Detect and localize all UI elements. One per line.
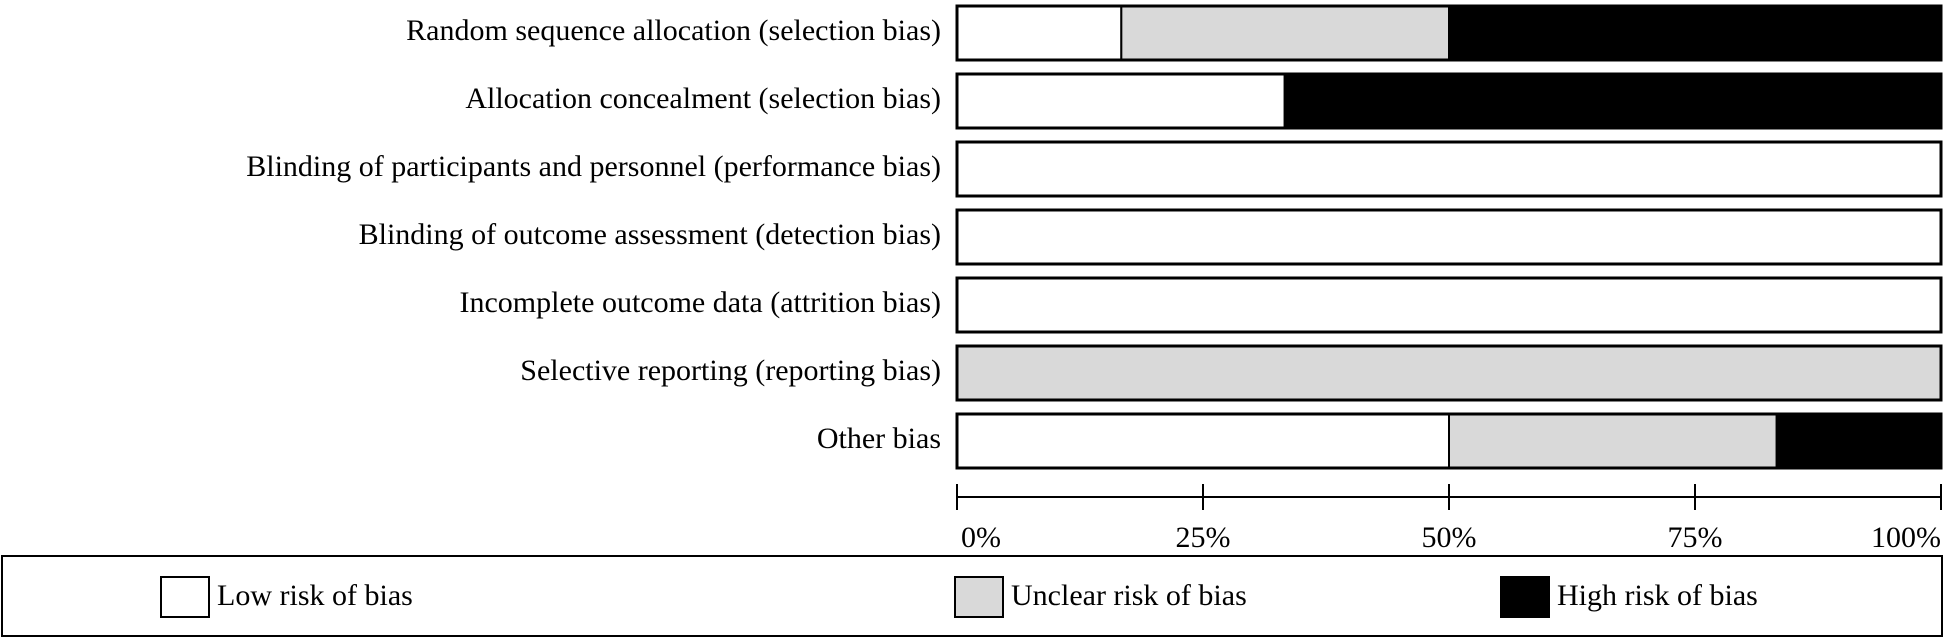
category-label: Selective reporting (reporting bias) xyxy=(520,354,941,387)
bar-outline xyxy=(955,72,1943,130)
legend-swatch xyxy=(160,576,210,618)
bar-segment xyxy=(956,5,1123,61)
legend-label: Unclear risk of bias xyxy=(1011,579,1247,612)
category-label: Other bias xyxy=(817,422,941,455)
bar-outline xyxy=(955,276,1943,334)
bar-segment xyxy=(956,141,1942,197)
bar-segment xyxy=(956,345,1942,401)
x-tick-label: 50% xyxy=(1422,521,1477,554)
bar-outline xyxy=(955,208,1943,266)
legend-box xyxy=(1,555,1943,637)
legend-label: Low risk of bias xyxy=(217,579,413,612)
bar-segment xyxy=(956,413,1450,469)
bar-outline xyxy=(955,4,1943,62)
legend-swatch xyxy=(954,576,1004,618)
bar-segment xyxy=(956,209,1942,265)
bar-segment xyxy=(1448,413,1778,469)
category-label: Random sequence allocation (selection bi… xyxy=(406,14,941,47)
category-label: Blinding of outcome assessment (detectio… xyxy=(359,218,941,251)
bar-segment xyxy=(1120,5,1450,61)
x-tick-label: 75% xyxy=(1668,521,1723,554)
bar-segment xyxy=(1448,5,1942,61)
x-tick-label: 0% xyxy=(961,521,1001,554)
bar-segment xyxy=(1283,73,1942,129)
bar-segment xyxy=(956,73,1286,129)
x-tick-label: 25% xyxy=(1176,521,1231,554)
category-label: Allocation concealment (selection bias) xyxy=(465,82,941,115)
x-tick-label: 100% xyxy=(1871,521,1941,554)
legend-label: High risk of bias xyxy=(1557,579,1758,612)
bar-outline xyxy=(955,140,1943,198)
bar-segment xyxy=(1775,413,1942,469)
bar-segment xyxy=(956,277,1942,333)
category-label: Incomplete outcome data (attrition bias) xyxy=(460,286,942,319)
legend-swatch xyxy=(1500,576,1550,618)
bar-outline xyxy=(955,344,1943,402)
bar-outline xyxy=(955,412,1943,470)
category-label: Blinding of participants and personnel (… xyxy=(246,150,941,183)
